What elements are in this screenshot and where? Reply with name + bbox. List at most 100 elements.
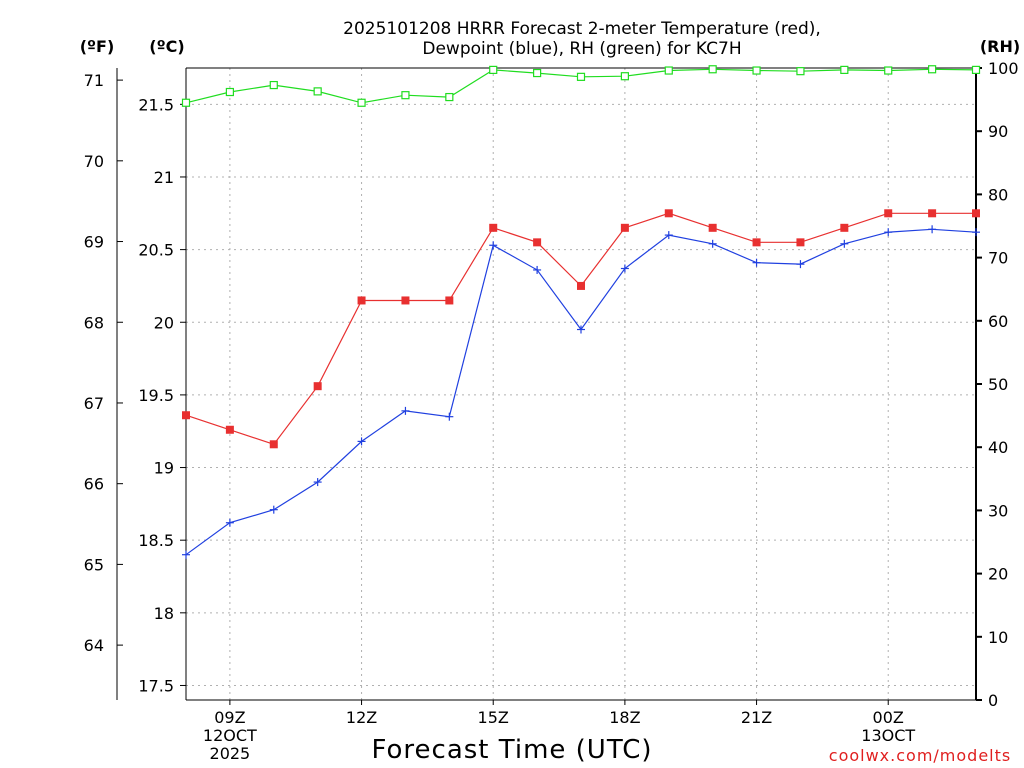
rh-point bbox=[884, 66, 893, 75]
dewpoint-point bbox=[796, 260, 805, 269]
rh-point bbox=[181, 98, 191, 107]
chart-title-line2: Dewpoint (blue), RH (green) for KC7H bbox=[422, 39, 741, 59]
celsius-tick-label: 21 bbox=[154, 168, 174, 187]
rh-tick-label: 80 bbox=[988, 185, 1008, 204]
x-tick-label: 12OCT bbox=[203, 726, 257, 745]
rh-point bbox=[840, 65, 849, 74]
dewpoint-point bbox=[972, 228, 980, 237]
temperature-point bbox=[752, 238, 761, 247]
rh-tick-label: 0 bbox=[988, 691, 998, 710]
temperature-point bbox=[445, 296, 454, 305]
temperature-point bbox=[313, 382, 322, 391]
rh-tick-label: 20 bbox=[988, 565, 1008, 584]
rh-point bbox=[708, 65, 717, 74]
temperature-point bbox=[401, 296, 410, 305]
fahrenheit-tick-label: 70 bbox=[84, 152, 104, 171]
temperature-point bbox=[269, 440, 278, 449]
rh-point bbox=[533, 68, 542, 78]
x-tick-label: 09Z bbox=[214, 708, 245, 727]
celsius-unit-label: (ºC) bbox=[149, 37, 184, 56]
fahrenheit-unit-label: (ºF) bbox=[80, 37, 115, 56]
rh-point bbox=[752, 66, 761, 75]
celsius-tick-label: 18 bbox=[154, 604, 174, 623]
chart-title-line1: 2025101208 HRRR Forecast 2-meter Tempera… bbox=[343, 19, 821, 39]
series-layer bbox=[181, 65, 981, 559]
dewpoint-point bbox=[577, 325, 585, 334]
rh-point bbox=[489, 65, 498, 74]
fahrenheit-tick-label: 64 bbox=[84, 636, 104, 655]
rh-point bbox=[357, 98, 366, 107]
temperature-point bbox=[664, 209, 673, 218]
grid-layer bbox=[186, 68, 976, 700]
dewpoint-point bbox=[664, 231, 673, 240]
rh-point bbox=[225, 87, 234, 97]
temperature-point bbox=[182, 411, 190, 420]
rh-point bbox=[664, 66, 673, 75]
x-tick-label: 12Z bbox=[346, 708, 377, 727]
rh-point bbox=[445, 92, 454, 102]
temperature-point bbox=[489, 223, 498, 232]
temperature-point bbox=[972, 209, 980, 218]
rh-tick-label: 50 bbox=[988, 375, 1008, 394]
dewpoint-point bbox=[445, 412, 454, 421]
fahrenheit-tick-label: 71 bbox=[84, 71, 104, 90]
temperature-point bbox=[577, 281, 585, 290]
temperature-point bbox=[620, 223, 629, 232]
rh-tick-label: 70 bbox=[988, 249, 1008, 268]
x-tick-label: 21Z bbox=[741, 708, 772, 727]
temperature-point bbox=[225, 425, 234, 434]
temperature-point bbox=[708, 223, 717, 232]
dewpoint-point bbox=[620, 264, 629, 273]
rh-tick-label: 40 bbox=[988, 438, 1008, 457]
x-axis-label: Forecast Time (UTC) bbox=[371, 735, 652, 765]
temperature-point bbox=[928, 209, 937, 218]
x-tick-label: 2025 bbox=[210, 744, 251, 763]
dewpoint-point bbox=[752, 258, 761, 267]
celsius-tick-label: 20 bbox=[154, 313, 174, 332]
temperature-point bbox=[840, 223, 849, 232]
rh-point bbox=[576, 72, 586, 81]
rh-tick-label: 90 bbox=[988, 122, 1008, 141]
dewpoint-point bbox=[182, 550, 190, 559]
celsius-tick-label: 17.5 bbox=[138, 676, 174, 695]
temperature-point bbox=[884, 209, 893, 218]
x-tick-label: 18Z bbox=[609, 708, 640, 727]
rh-tick-label: 30 bbox=[988, 501, 1008, 520]
dewpoint-point bbox=[225, 518, 234, 527]
fahrenheit-tick-label: 68 bbox=[84, 313, 104, 332]
x-tick-label: 13OCT bbox=[861, 726, 915, 745]
rh-point bbox=[971, 65, 981, 74]
rh-tick-label: 100 bbox=[988, 59, 1019, 78]
dewpoint-point bbox=[489, 241, 498, 250]
dewpoint-line bbox=[185, 228, 977, 556]
dewpoint-point bbox=[357, 437, 366, 446]
fahrenheit-tick-label: 65 bbox=[84, 555, 104, 574]
dewpoint-point bbox=[313, 478, 322, 487]
dewpoint-point bbox=[928, 225, 937, 234]
temperature-point bbox=[533, 238, 542, 247]
celsius-tick-label: 18.5 bbox=[138, 531, 174, 550]
temperature-point bbox=[796, 238, 805, 247]
rh-tick-label: 60 bbox=[988, 312, 1008, 331]
dewpoint-point bbox=[269, 505, 278, 514]
celsius-tick-label: 19.5 bbox=[138, 386, 174, 405]
x-tick-label: 15Z bbox=[478, 708, 509, 727]
dewpoint-point bbox=[401, 406, 410, 415]
rh-unit-label: (RH) bbox=[980, 37, 1020, 56]
rh-tick-label: 10 bbox=[988, 628, 1008, 647]
celsius-tick-label: 21.5 bbox=[138, 95, 174, 114]
dewpoint-point bbox=[884, 228, 893, 237]
rh-point bbox=[928, 65, 937, 74]
dewpoint-point bbox=[708, 239, 717, 248]
rh-point bbox=[269, 80, 278, 90]
rh-point bbox=[620, 72, 629, 81]
x-tick-label: 00Z bbox=[873, 708, 904, 727]
temperature-point bbox=[357, 296, 366, 305]
celsius-tick-label: 19 bbox=[154, 459, 174, 478]
dewpoint-point bbox=[533, 265, 542, 274]
axes-layer: 17.5 18 18.5 19 19.5 20 20.5 21 21.5 64 65 66 67 68 69… bbox=[84, 59, 1019, 763]
rh-point bbox=[401, 91, 410, 100]
celsius-tick-label: 20.5 bbox=[138, 241, 174, 260]
